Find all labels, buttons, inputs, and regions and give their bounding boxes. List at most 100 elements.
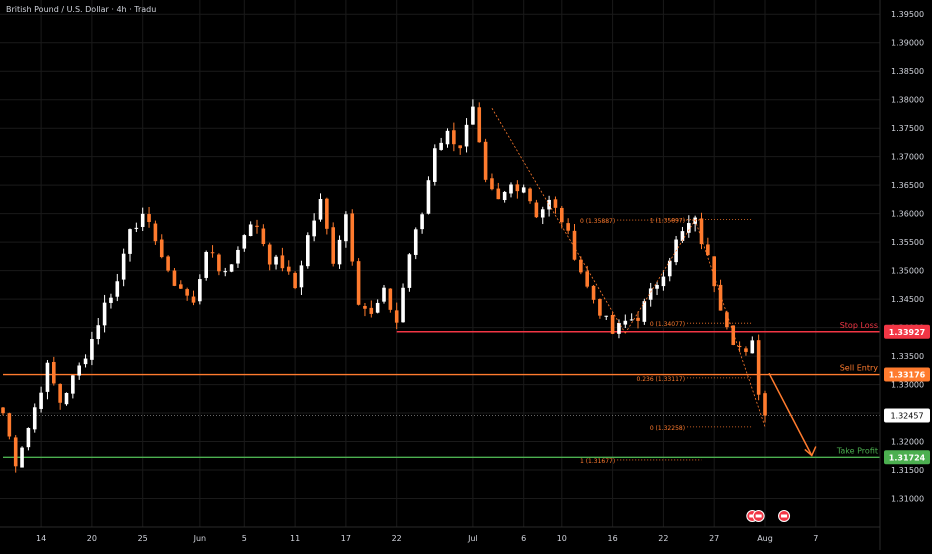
x-tick-label: 5 — [242, 534, 247, 543]
level-price-badge — [884, 324, 930, 339]
candle-body — [77, 365, 81, 376]
fib-label: 0 (1.35887) — [580, 218, 615, 225]
candle-body — [71, 375, 75, 394]
candle-body — [496, 188, 501, 200]
candle-body — [140, 213, 145, 227]
candle-body — [433, 148, 437, 182]
candle-body — [655, 284, 659, 289]
x-tick-label: Aug — [757, 534, 773, 543]
candle-body — [261, 228, 266, 245]
candle-body — [1, 407, 5, 414]
y-tick-label: 1.37000 — [891, 153, 924, 162]
y-tick-label: 1.36500 — [891, 181, 924, 190]
candle-body — [667, 260, 672, 277]
candle-body — [52, 361, 56, 384]
candle-body — [617, 322, 621, 334]
candle-body — [629, 319, 634, 321]
candle-body — [712, 256, 716, 287]
economic-event-icon-mark — [781, 514, 788, 518]
y-tick-label: 1.39000 — [891, 39, 924, 48]
candle-body — [58, 383, 62, 403]
level-label-sell-entry: Sell Entry — [840, 364, 879, 373]
arrow-head-icon — [804, 446, 817, 457]
candle-body — [13, 437, 18, 467]
candle-body — [325, 198, 329, 229]
fib-label: 0.236 (1.33117) — [636, 376, 685, 383]
candle-body — [363, 306, 367, 309]
candle-body — [445, 130, 450, 145]
economic-event-icon-mark — [749, 514, 756, 518]
y-tick-label: 1.38000 — [891, 96, 924, 105]
candle-body — [318, 199, 323, 220]
candle-body — [452, 130, 456, 145]
candle-body — [312, 220, 316, 237]
candle-body — [109, 297, 113, 303]
candle-body — [382, 287, 386, 302]
candle-body — [566, 223, 570, 231]
candle-body — [179, 284, 183, 289]
x-tick-label: 6 — [521, 534, 526, 543]
y-tick-label: 1.34500 — [891, 295, 924, 304]
candle-body — [464, 124, 469, 147]
candle-body — [153, 223, 158, 242]
candle-body — [337, 239, 342, 265]
candle-body — [236, 249, 240, 264]
x-tick-label: 7 — [813, 534, 818, 543]
candle-body — [185, 289, 189, 296]
candle-body — [471, 106, 475, 125]
candle-body — [610, 314, 615, 334]
candle-body — [172, 270, 177, 286]
candle-body — [210, 252, 215, 254]
level-price-label: 1.33176 — [889, 371, 926, 380]
candle-body — [725, 312, 729, 328]
candle-body — [490, 178, 494, 190]
candle-body — [636, 317, 640, 321]
fib-label: 1 (1.31677) — [580, 458, 615, 465]
candle-body — [699, 218, 704, 245]
candle-body — [223, 271, 228, 273]
x-tick-label: 22 — [658, 534, 668, 543]
x-tick-label: 14 — [36, 534, 46, 543]
y-tick-label: 1.39500 — [891, 10, 924, 19]
candle-body — [731, 325, 736, 345]
x-tick-label: 20 — [87, 534, 97, 543]
candle-body — [401, 287, 405, 323]
candle-body — [407, 254, 412, 288]
candle-body — [534, 202, 539, 218]
y-tick-label: 1.33500 — [891, 352, 924, 361]
y-tick-label: 1.31500 — [891, 466, 924, 475]
candle-body — [96, 325, 101, 340]
fib-label: 0 (1.32258) — [650, 425, 685, 432]
fib-swing-connector — [694, 219, 766, 427]
y-tick-label: 1.33000 — [891, 381, 924, 390]
candle-body — [198, 279, 202, 302]
candle-body — [255, 225, 259, 227]
candle-body — [159, 239, 164, 258]
candle-body — [521, 187, 526, 193]
candle-body — [756, 340, 761, 395]
candle-body — [737, 345, 742, 348]
fib-label: 1 (1.35897) — [650, 218, 685, 225]
y-tick-label: 1.31000 — [891, 495, 924, 504]
y-tick-label: 1.35500 — [891, 238, 924, 247]
candle-body — [229, 264, 234, 272]
candle-body — [623, 320, 628, 325]
candle-body — [147, 214, 151, 223]
candle-body — [420, 214, 424, 230]
candle-body — [90, 339, 94, 360]
candle-body — [306, 235, 310, 267]
candle-body — [274, 256, 278, 265]
candle-body — [439, 142, 443, 150]
y-tick-label: 1.35000 — [891, 267, 924, 276]
level-price-badge — [884, 367, 930, 382]
projection-arrow — [768, 372, 813, 456]
x-tick-label: Jun — [193, 534, 207, 543]
x-tick-label: 11 — [290, 534, 300, 543]
candle-body — [502, 191, 507, 201]
y-tick-label: 1.36000 — [891, 210, 924, 219]
candle-body — [280, 255, 285, 269]
candle-body — [26, 428, 31, 448]
candle-body — [591, 285, 596, 300]
candle-body — [680, 231, 685, 241]
